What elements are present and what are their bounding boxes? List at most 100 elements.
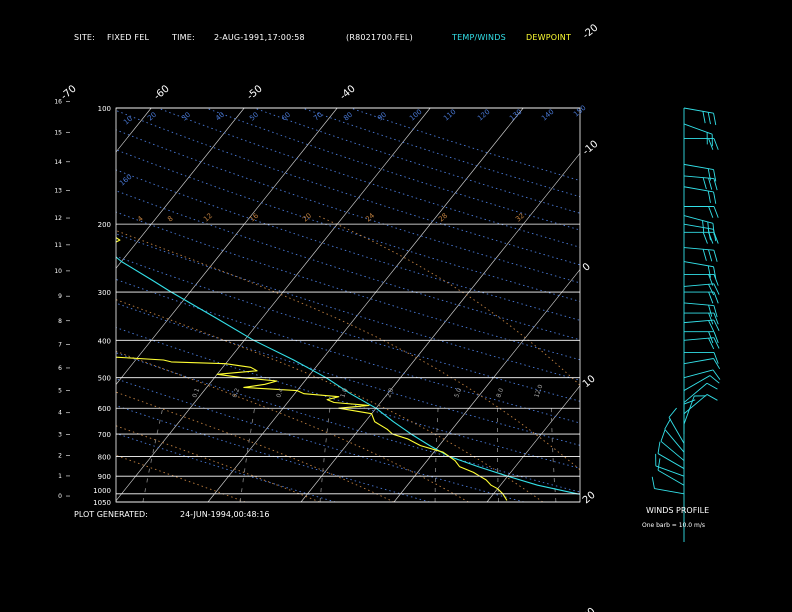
height-tick-label: 6 <box>58 365 62 372</box>
wind-barb-flag <box>708 312 714 325</box>
mixing-ratio-label: 0.2 <box>231 387 241 399</box>
wind-barb-flag <box>702 177 707 190</box>
pressure-tick-label: 400 <box>98 337 111 345</box>
dry-adiabat-label: 150 <box>572 104 587 119</box>
isotherm-line <box>486 385 580 502</box>
moist-adiabat-label: 12 <box>202 212 214 224</box>
wind-barb <box>683 395 695 425</box>
height-tick-label: 16 <box>54 99 62 106</box>
wind-barb <box>683 215 714 224</box>
moist-adiabat-label: 20 <box>301 212 313 224</box>
moist-adiabat-label: 28 <box>437 212 449 224</box>
dry-adiabat-label: 40 <box>214 111 226 123</box>
dry-adiabat-label: 60 <box>280 111 292 123</box>
dry-adiabat-label: 20 <box>146 111 158 123</box>
wind-barb-flag <box>713 283 720 295</box>
wind-barb-flag <box>709 375 720 384</box>
wind-barb <box>664 428 685 453</box>
isotherm-line <box>116 108 152 153</box>
dry-adiabat <box>116 169 580 321</box>
wind-barb-flag <box>713 266 717 279</box>
wind-barb-flag <box>702 249 707 261</box>
legend-dewpoint: DEWPOINT <box>526 33 572 42</box>
plot-area <box>116 108 580 502</box>
wind-barb-flag <box>702 111 706 124</box>
height-tick-label: 13 <box>54 187 62 194</box>
pressure-tick-label: 700 <box>98 431 111 439</box>
dry-adiabat-label: 30 <box>180 111 192 123</box>
wind-barb-flag <box>708 249 713 262</box>
dry-adiabat <box>116 352 580 493</box>
dry-adiabat <box>116 432 336 502</box>
dry-adiabat <box>116 129 580 284</box>
dry-adiabat <box>116 255 580 402</box>
time-value: 2-AUG-1991,17:00:58 <box>214 33 305 42</box>
wind-barb <box>683 223 714 230</box>
dry-adiabat-label: 80 <box>342 111 354 123</box>
wind-barb <box>683 358 714 365</box>
moist-adiabat <box>116 299 544 502</box>
site-label: SITE: <box>74 33 96 42</box>
winds-profile-title: WINDS PROFILE <box>646 506 710 515</box>
wind-barb-flag <box>702 232 708 244</box>
wind-barb <box>683 123 713 135</box>
dry-adiabat <box>116 302 580 446</box>
dry-adiabat <box>116 149 580 302</box>
moist-adiabat <box>116 350 469 502</box>
wind-barb-flag <box>668 407 677 418</box>
wind-barb-flag <box>708 206 714 218</box>
wind-barb <box>683 302 714 306</box>
pressure-tick-label: 800 <box>98 453 111 461</box>
dry-adiabat <box>116 327 580 469</box>
wind-barb-flag <box>713 232 719 244</box>
isotherm-line <box>116 108 431 502</box>
pressure-tick-label: 300 <box>98 289 111 297</box>
wind-barb-flag <box>713 331 719 344</box>
dry-adiabat <box>116 190 580 341</box>
wind-barb-flag <box>651 476 655 489</box>
height-tick-label: 1 <box>58 473 62 480</box>
moist-adiabat-label: 16 <box>248 211 260 223</box>
dry-adiabat-label: 110 <box>442 108 457 123</box>
wind-barb-flag <box>708 284 715 296</box>
wind-barb-flag <box>713 319 720 332</box>
moist-adiabat-label: 8 <box>166 215 175 224</box>
wind-barb-flag <box>707 265 711 278</box>
wind-barb-flag <box>713 274 719 286</box>
pressure-tick-label: 900 <box>98 473 111 481</box>
wind-barb-flag <box>708 337 715 350</box>
wind-barb-flag <box>713 312 719 325</box>
wind-barb <box>657 469 685 486</box>
right-temp-label: 0 <box>581 261 593 274</box>
wind-barb <box>683 163 714 171</box>
pressure-tick-label: 100 <box>98 105 111 113</box>
wind-barb <box>655 465 685 477</box>
wind-barb-flag <box>707 190 711 203</box>
height-tick-label: 10 <box>54 268 62 275</box>
dry-adiabat <box>116 378 525 502</box>
site-value: FIXED FEL <box>107 33 150 42</box>
isotherm-line <box>393 268 580 502</box>
wind-barb <box>657 453 685 469</box>
wind-barb-flag <box>657 441 661 454</box>
winds-profile-note: One barb = 10.0 m/s <box>642 522 705 529</box>
right-temp-label: 20 <box>581 490 598 507</box>
wind-barb-flag <box>713 138 719 150</box>
wind-barb <box>683 394 708 415</box>
dry-adiabat-label: 90 <box>376 111 388 123</box>
moist-adiabat <box>116 230 580 471</box>
wind-barb-flag <box>713 305 718 318</box>
height-tick-label: 0 <box>58 493 62 500</box>
isotherm-line <box>116 108 338 386</box>
wind-barb-flag <box>713 358 721 370</box>
wind-barb <box>683 375 711 391</box>
height-tick-label: 2 <box>58 452 62 459</box>
isotherm-line <box>207 108 524 502</box>
height-tick-label: 8 <box>58 318 62 325</box>
mixing-ratio-label: 0.1 <box>191 387 201 399</box>
wind-barb-flag <box>713 169 717 182</box>
wind-barb <box>683 369 714 379</box>
wind-barb-flag <box>713 337 720 349</box>
pressure-tick-label: 1050 <box>93 499 111 507</box>
